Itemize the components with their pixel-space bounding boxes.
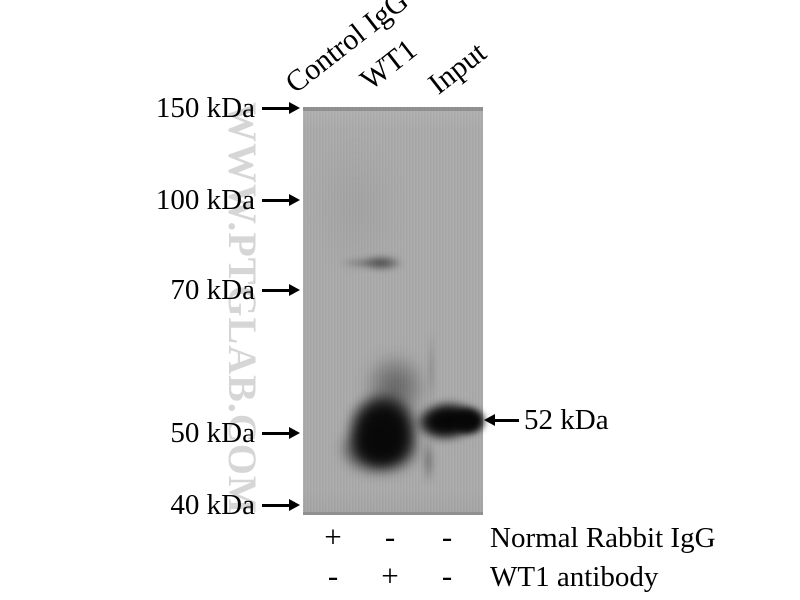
band-input-vertical-streak-bottom [422,437,435,485]
watermark: WWW.PTGLAB.COM [220,102,265,515]
marker-label: 70 kDa [170,274,255,306]
marker-150kda: 150 kDa [156,93,300,123]
right-arrow-icon [262,194,300,206]
sign-igg-lane1: + [324,519,342,554]
marker-50kda: 50 kDa [170,418,300,448]
marker-label: 100 kDa [155,184,255,216]
sign-igg-lane2: - [384,519,396,554]
band-wt1-50kda-bottom [338,421,422,477]
band-annotation-52kda: 52 kDa [484,405,609,435]
lane-label-input: Input [422,35,493,101]
right-arrow-icon [262,427,300,439]
right-arrow-icon [262,102,300,114]
marker-100kda: 100 kDa [156,185,300,215]
right-arrow-icon [262,284,300,296]
right-arrow-icon [262,499,300,511]
left-arrow-icon [484,414,519,426]
treatment-label-normal-rabbit-igg: Normal Rabbit IgG [490,522,716,554]
band-input-vertical-streak-top [427,329,436,407]
treatment-label-wt1-antibody: WT1 antibody [490,561,659,593]
marker-70kda: 70 kDa [170,275,300,305]
marker-label: 150 kDa [155,92,255,124]
membrane-background-mottle [311,142,401,272]
sign-wt1ab-lane2: + [381,558,399,593]
blot-membrane [303,107,487,515]
band-input-52kda-right [451,406,487,436]
marker-label: 40 kDa [170,489,255,521]
marker-label: 50 kDa [170,417,255,449]
band-wt1-75kda-faint [361,255,403,271]
marker-40kda: 40 kDa [170,490,300,520]
sign-wt1ab-lane3: - [441,558,453,593]
sign-igg-lane3: - [441,519,453,554]
sign-wt1ab-lane1: - [327,558,339,593]
band-annotation-label: 52 kDa [524,404,609,436]
